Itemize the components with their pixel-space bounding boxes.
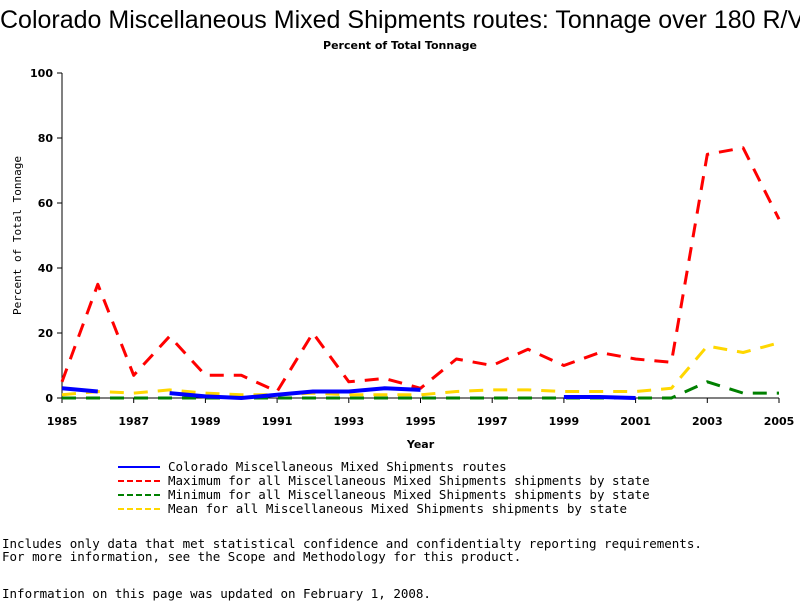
series-line-0-segment-1 [169, 386, 421, 400]
legend-swatch [118, 508, 160, 510]
x-tick-label: 2001 [620, 415, 651, 428]
legend-label: Maximum for all Miscellaneous Mixed Ship… [168, 473, 650, 488]
y-axis-label: Percent of Total Tonnage [11, 156, 24, 315]
chart-title: Colorado Miscellaneous Mixed Shipments r… [0, 6, 800, 34]
x-tick-label: 1989 [190, 415, 221, 428]
x-tick-label: 2005 [764, 415, 795, 428]
y-tick-label: 40 [38, 262, 54, 275]
x-tick-label: 1987 [118, 415, 149, 428]
legend-item: Maximum for all Miscellaneous Mixed Ship… [118, 474, 650, 488]
legend-label: Mean for all Miscellaneous Mixed Shipmen… [168, 501, 628, 516]
series-line-0-segment-2 [563, 395, 636, 400]
chart-subtitle: Percent of Total Tonnage [323, 39, 477, 52]
x-tick-label: 1995 [405, 415, 436, 428]
x-tick-label: 2003 [692, 415, 723, 428]
footnote-methodology: For more information, see the Scope and … [2, 549, 522, 564]
series-line-1-segment-0 [60, 146, 781, 393]
series-1 [60, 146, 781, 393]
legend-item: Minimum for all Miscellaneous Mixed Ship… [118, 488, 650, 502]
x-tick-label: 1997 [477, 415, 508, 428]
legend-label: Minimum for all Miscellaneous Mixed Ship… [168, 487, 650, 502]
legend-swatch [118, 480, 160, 482]
series-0 [61, 386, 636, 400]
x-tick-label: 1999 [549, 415, 580, 428]
x-tick-label: 1993 [333, 415, 364, 428]
footnote-updated: Information on this page was updated on … [2, 586, 431, 601]
x-tick-label: 1985 [47, 415, 78, 428]
x-axis-label: Year [406, 438, 435, 451]
y-tick-label: 100 [30, 67, 53, 80]
legend-swatch [118, 466, 160, 468]
x-tick-label: 1991 [262, 415, 293, 428]
legend-swatch [118, 494, 160, 496]
legend-label: Colorado Miscellaneous Mixed Shipments r… [168, 459, 507, 474]
y-tick-label: 20 [38, 327, 54, 340]
legend-item: Mean for all Miscellaneous Mixed Shipmen… [118, 502, 650, 516]
footnote-confidence: Includes only data that met statistical … [2, 536, 702, 551]
legend-item: Colorado Miscellaneous Mixed Shipments r… [118, 460, 650, 474]
y-tick-label: 0 [45, 392, 53, 405]
y-tick-label: 80 [38, 132, 54, 145]
series-line-0-segment-0 [61, 386, 98, 394]
chart-legend: Colorado Miscellaneous Mixed Shipments r… [118, 460, 650, 516]
y-tick-label: 60 [38, 197, 54, 210]
